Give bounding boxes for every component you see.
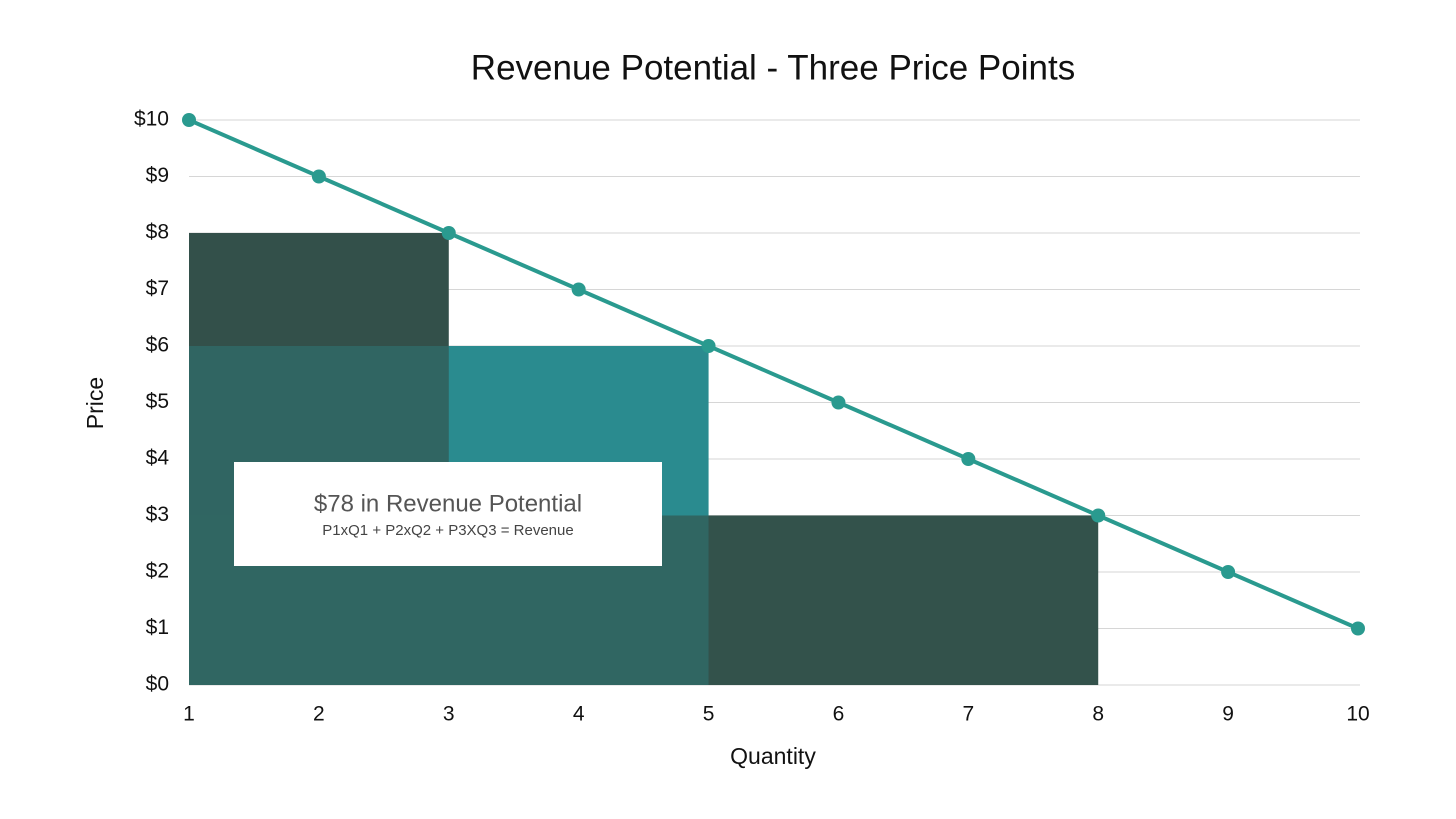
x-tick-label: 8: [1092, 703, 1104, 726]
point: [1221, 565, 1236, 579]
y-tick-label: $4: [146, 447, 170, 470]
line: [188, 118, 1359, 631]
x-tick-label: 4: [573, 703, 585, 726]
x-tick-label: 7: [962, 703, 974, 726]
point: [1351, 621, 1365, 636]
x-axis-label: Quantity: [730, 743, 816, 769]
x-tick-label: 9: [1222, 703, 1234, 726]
point: [182, 113, 196, 127]
y-tick-label: $5: [146, 390, 169, 413]
y-axis-label: Price: [82, 377, 108, 429]
x-tick-label: 5: [703, 703, 715, 726]
y-tick-label: $8: [146, 221, 169, 244]
y-tick-label: $10: [134, 108, 169, 131]
x-tick-label: 2: [313, 703, 325, 726]
x-tick-label: 3: [443, 703, 455, 726]
annotation-box: [234, 462, 662, 566]
y-tick-label: $1: [146, 616, 169, 639]
point: [701, 339, 716, 353]
y-tick-label: $9: [146, 164, 169, 187]
point: [1091, 508, 1106, 523]
annotation-title: $78 in Revenue Potential: [314, 490, 582, 517]
annotation-subtitle: P1xQ1 + P2xQ2 + P3XQ3 = Revenue: [322, 522, 573, 539]
y-tick-label: $0: [146, 673, 169, 696]
point: [441, 226, 456, 240]
point: [831, 395, 846, 410]
point: [311, 169, 326, 184]
x-tick-label: 1: [183, 703, 195, 726]
y-tick-label: $2: [146, 560, 169, 583]
y-tick-label: $3: [146, 503, 169, 526]
y-tick-label: $7: [146, 277, 169, 300]
point: [571, 282, 586, 297]
chart-title: Revenue Potential - Three Price Points: [471, 48, 1075, 87]
annotation: $78 in Revenue Potential P1xQ1 + P2xQ2 + …: [234, 462, 662, 566]
x-tick-label: 10: [1346, 703, 1369, 726]
x-tick-label: 6: [833, 703, 845, 726]
y-tick-label: $6: [146, 334, 169, 357]
point: [961, 452, 976, 466]
